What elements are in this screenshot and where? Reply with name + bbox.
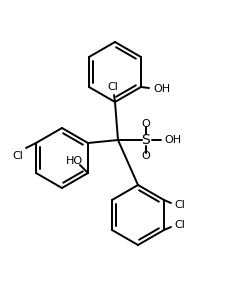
- Text: S: S: [141, 133, 150, 147]
- Text: HO: HO: [66, 156, 83, 166]
- Text: Cl: Cl: [107, 82, 118, 92]
- Text: O: O: [141, 119, 150, 129]
- Text: Cl: Cl: [12, 151, 23, 161]
- Text: O: O: [141, 151, 150, 161]
- Text: OH: OH: [163, 135, 180, 145]
- Text: OH: OH: [152, 84, 169, 94]
- Text: Cl: Cl: [173, 220, 184, 230]
- Text: Cl: Cl: [173, 200, 184, 210]
